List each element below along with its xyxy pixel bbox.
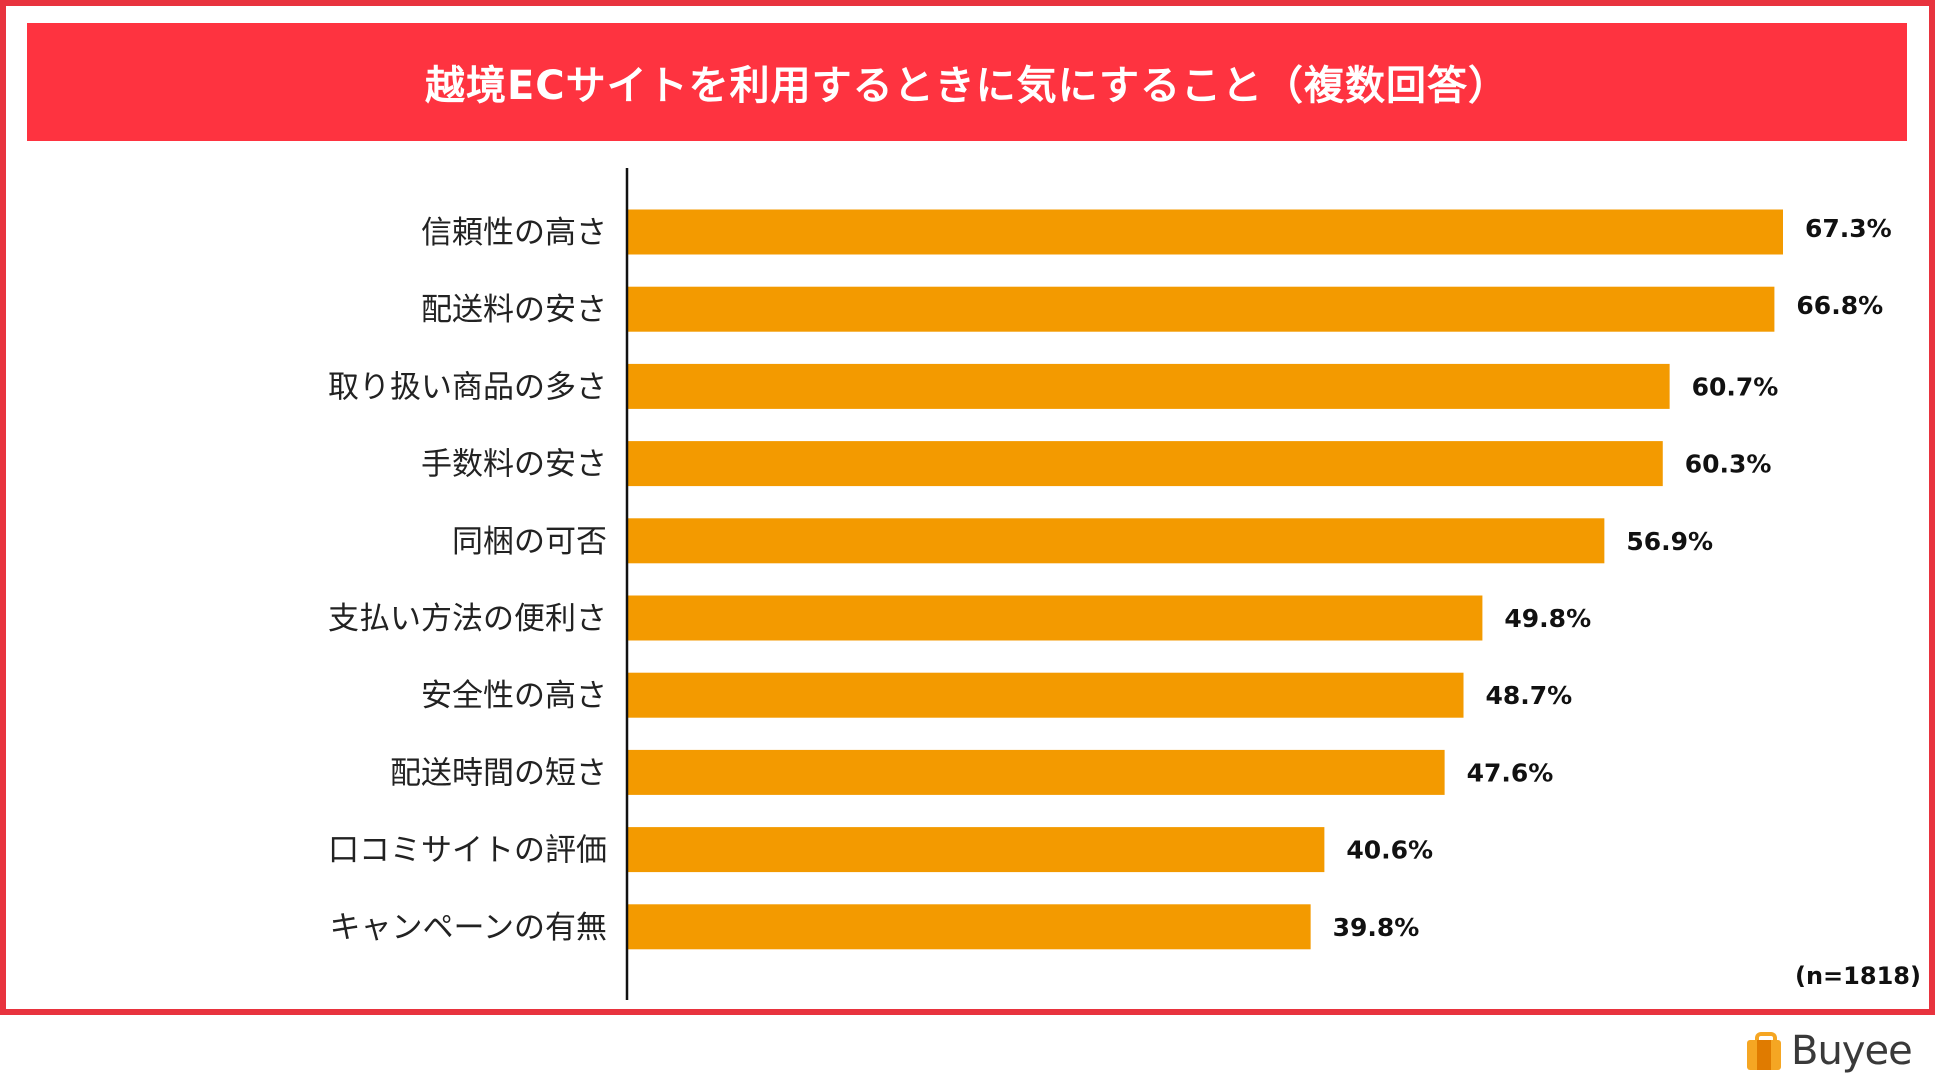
bar-10 bbox=[627, 904, 1311, 950]
shopping-bag-icon bbox=[1745, 1032, 1783, 1070]
chart-title: 越境ECサイトを利用するときに気にすること（複数回答） bbox=[424, 63, 1510, 109]
category-label-10: キャンペーンの有無 bbox=[330, 910, 607, 946]
bar-6 bbox=[627, 595, 1483, 641]
bar-1 bbox=[627, 209, 1783, 255]
value-label-6: 49.8% bbox=[1504, 604, 1591, 633]
bar-3 bbox=[627, 363, 1670, 409]
value-label-10: 39.8% bbox=[1333, 913, 1420, 942]
bar-2 bbox=[627, 286, 1775, 332]
logo-text: Buyee bbox=[1791, 1028, 1913, 1074]
category-label-5: 同梱の可否 bbox=[452, 524, 607, 560]
bar-9 bbox=[627, 827, 1325, 873]
category-label-6: 支払い方法の便利さ bbox=[328, 601, 607, 637]
bar-5 bbox=[627, 518, 1605, 564]
category-label-3: 取り扱い商品の多さ bbox=[328, 369, 607, 405]
bar-7 bbox=[627, 672, 1464, 718]
value-label-4: 60.3% bbox=[1685, 450, 1772, 479]
value-label-8: 47.6% bbox=[1467, 758, 1554, 787]
title-banner: 越境ECサイトを利用するときに気にすること（複数回答） bbox=[27, 23, 1907, 141]
bar-4 bbox=[627, 441, 1663, 487]
value-label-2: 66.8% bbox=[1796, 291, 1883, 320]
category-label-8: 配送時間の短さ bbox=[390, 755, 607, 791]
value-label-1: 67.3% bbox=[1805, 214, 1892, 243]
buyee-logo: Buyee bbox=[1745, 1028, 1913, 1074]
value-label-7: 48.7% bbox=[1486, 681, 1573, 710]
category-label-2: 配送料の安さ bbox=[421, 292, 607, 328]
bar-8 bbox=[627, 749, 1445, 795]
sample-size-note: (n=1818) bbox=[1795, 962, 1921, 990]
value-label-5: 56.9% bbox=[1626, 527, 1713, 556]
category-label-1: 信頼性の高さ bbox=[421, 215, 607, 251]
value-label-3: 60.7% bbox=[1692, 372, 1779, 401]
category-label-9: 口コミサイトの評価 bbox=[328, 833, 607, 869]
category-label-7: 安全性の高さ bbox=[421, 678, 607, 714]
value-label-9: 40.6% bbox=[1346, 836, 1433, 865]
category-label-4: 手数料の安さ bbox=[421, 447, 607, 483]
